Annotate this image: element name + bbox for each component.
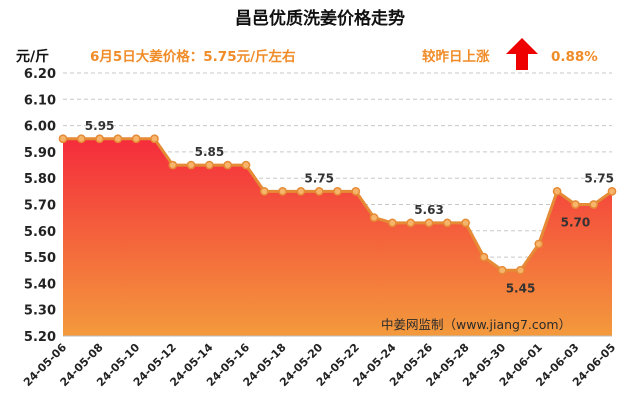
data-point [205, 160, 214, 170]
data-label: 5.85 [195, 145, 225, 159]
data-point [497, 265, 507, 275]
data-point [314, 187, 324, 196]
data-point [461, 218, 470, 228]
x-axis-ticks: 24-05-0624-05-0824-05-1024-05-1224-05-14… [21, 341, 618, 389]
data-point [150, 134, 159, 144]
y-tick-label: 6.00 [24, 120, 56, 135]
data-point [113, 134, 123, 144]
y-tick-label: 5.70 [24, 199, 56, 214]
data-point [76, 134, 86, 144]
data-point [442, 218, 452, 228]
data-label: 5.75 [304, 171, 334, 185]
data-point [168, 160, 178, 170]
change-label: 较昨日上涨 [422, 48, 490, 65]
y-axis-ticks: 6.20 6.10 6.00 5.90 5.80 5.70 5.60 5.50 5.40 5.30… [24, 67, 56, 345]
data-point [58, 134, 68, 144]
y-axis-unit: 元/斤 [16, 48, 49, 65]
data-point [131, 134, 141, 144]
data-point [516, 265, 525, 275]
chart-title: 昌邑优质洗姜价格走势 [235, 8, 405, 29]
data-point [534, 239, 544, 249]
y-tick-label: 5.50 [24, 251, 56, 266]
data-point [424, 218, 434, 228]
data-point [95, 134, 104, 144]
data-label: 5.95 [85, 119, 115, 133]
data-point [406, 218, 416, 228]
data-point [589, 200, 599, 209]
data-point [278, 187, 287, 196]
data-point [388, 218, 397, 228]
data-point [296, 187, 306, 196]
y-tick-label: 5.30 [24, 304, 56, 319]
credit-text: 中姜网监制（www.jiang7.com） [381, 317, 571, 332]
data-point [351, 187, 361, 196]
data-label: 5.75 [584, 171, 614, 185]
data-label: 5.63 [414, 203, 444, 217]
data-label: 5.45 [506, 281, 536, 295]
data-label: 5.70 [561, 216, 591, 230]
price-area [63, 138, 612, 336]
data-point [479, 252, 489, 262]
data-markers [58, 134, 617, 275]
data-point [259, 187, 269, 196]
data-point [571, 200, 580, 209]
y-tick-label: 5.60 [24, 225, 56, 240]
y-tick-label: 5.40 [24, 277, 56, 292]
data-point [223, 160, 233, 170]
data-point [607, 187, 617, 196]
data-labels: 5.95 5.85 5.75 5.63 5.45 5.70 5.75 [85, 119, 614, 296]
data-point [552, 187, 562, 196]
price-note: 6月5日大姜价格：5.75元/斤左右 [90, 48, 296, 65]
y-tick-label: 5.20 [24, 330, 56, 345]
data-point [333, 187, 342, 196]
change-value: 0.88% [551, 49, 598, 65]
y-tick-label: 5.80 [24, 172, 56, 187]
data-point [369, 213, 379, 222]
y-tick-label: 6.20 [24, 67, 56, 82]
y-tick-label: 6.10 [24, 93, 56, 108]
data-point [186, 160, 196, 170]
data-point [241, 160, 251, 170]
y-tick-label: 5.90 [24, 146, 56, 161]
red-up-arrow-icon [506, 38, 538, 70]
